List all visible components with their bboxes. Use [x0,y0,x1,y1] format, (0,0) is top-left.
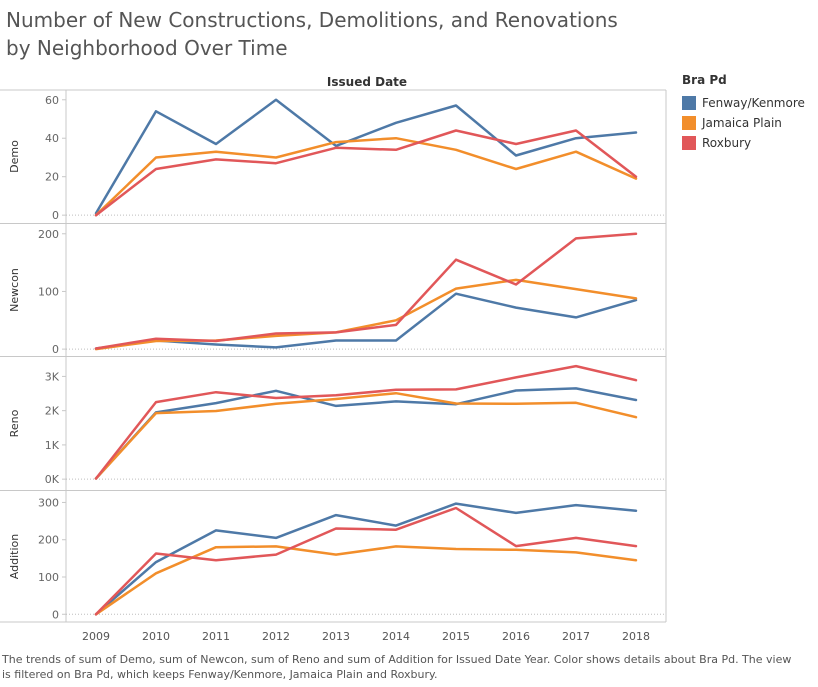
chart-title: Number of New Constructions, Demolitions… [6,8,618,60]
x-tick-label: 2018 [622,630,650,643]
y-tick-label: 1K [45,439,60,452]
x-tick-label: 2014 [382,630,410,643]
series-line-roxbury[interactable] [94,232,638,350]
y-axis-label: Reno [8,409,21,437]
x-tick-label: 2013 [322,630,350,643]
x-tick-label: 2017 [562,630,590,643]
series-line-roxbury[interactable] [94,506,638,616]
legend-item-fenway-kenmore[interactable]: Fenway/Kenmore [682,93,805,113]
y-tick-label: 100 [38,571,59,584]
y-tick-label: 60 [45,94,59,107]
legend-item-roxbury[interactable]: Roxbury [682,133,805,153]
line-chart: Issued Date 0 20 40 60 Demo 0 100 200 Newcon 0K 1K… [0,75,667,643]
series-line-jamaica-plain[interactable] [94,136,638,217]
series-line-jamaica-plain[interactable] [94,545,638,616]
x-tick-label: 2012 [262,630,290,643]
y-axis-label: Newcon [8,268,21,312]
legend-swatch [682,96,696,110]
x-tick-label: 2011 [202,630,230,643]
y-axis-label: Demo [8,140,21,173]
y-tick-label: 0 [52,209,59,222]
legend: Bra Pd Fenway/Kenmore Jamaica Plain Roxb… [682,73,805,153]
y-tick-label: 100 [38,285,59,298]
y-tick-label: 2K [45,405,60,418]
legend-item-jamaica-plain[interactable]: Jamaica Plain [682,113,805,133]
y-tick-label: 20 [45,171,59,184]
y-tick-label: 300 [38,496,59,509]
x-tick-label: 2010 [142,630,170,643]
series-line-fenway-kenmore[interactable] [94,98,638,215]
x-tick-label: 2016 [502,630,530,643]
legend-label: Fenway/Kenmore [702,96,805,110]
legend-swatch [682,136,696,150]
legend-label: Jamaica Plain [702,116,782,130]
chart-caption: The trends of sum of Demo, sum of Newcon… [2,653,792,681]
series-line-fenway-kenmore[interactable] [94,387,638,480]
legend-label: Roxbury [702,136,752,150]
series-line-roxbury[interactable] [94,364,638,480]
y-tick-label: 200 [38,534,59,547]
y-tick-label: 40 [45,132,59,145]
y-tick-label: 0K [45,473,60,486]
y-tick-label: 0 [52,343,59,356]
x-tick-label: 2009 [82,630,110,643]
x-axis-header: Issued Date [327,75,407,89]
y-tick-label: 0 [52,608,59,621]
y-tick-label: 200 [38,228,59,241]
series-line-fenway-kenmore[interactable] [94,292,638,350]
x-tick-label: 2015 [442,630,470,643]
y-tick-label: 3K [45,370,60,383]
series-line-roxbury[interactable] [94,129,638,217]
y-axis-label: Addition [8,534,21,579]
series-line-jamaica-plain[interactable] [94,391,638,480]
legend-swatch [682,116,696,130]
legend-title: Bra Pd [682,73,727,87]
series-line-fenway-kenmore[interactable] [94,502,638,616]
